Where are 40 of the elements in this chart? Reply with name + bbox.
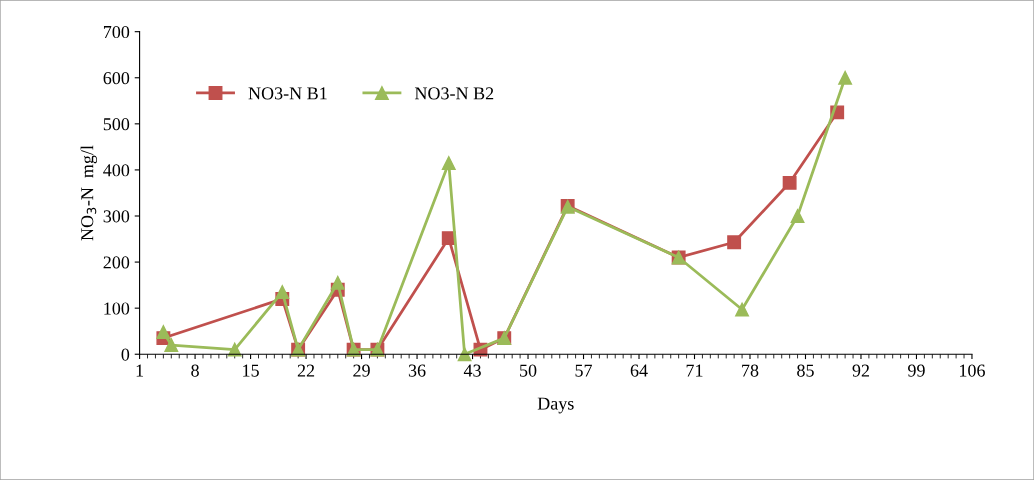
y-tick-label: 600 <box>103 72 130 85</box>
y-tick-label: 400 <box>103 164 130 177</box>
point <box>330 275 345 290</box>
point <box>790 209 805 223</box>
point <box>441 156 456 170</box>
y-axis-title: NO$_{3}$-N mg/l <box>80 145 98 241</box>
x-tick-label: 50 <box>520 364 537 377</box>
x-tick-label: 15 <box>243 364 259 377</box>
point <box>782 175 797 190</box>
x-tick-label: 43 <box>463 364 481 377</box>
y-tick-label: 300 <box>103 210 130 223</box>
x-axis-title: Days <box>537 397 574 414</box>
y-tick-label: 100 <box>104 302 130 315</box>
point <box>164 338 179 352</box>
y-tick-label: 0 <box>121 348 130 361</box>
x-tick-label: 22 <box>297 364 315 377</box>
x-tick-label: 71 <box>686 364 703 377</box>
point <box>275 285 290 299</box>
legend-label: NO3-N B2 <box>414 87 494 100</box>
x-tick-label: 106 <box>960 364 985 377</box>
x-tick-label: 99 <box>908 364 925 377</box>
point <box>727 235 742 250</box>
x-tick-label: 64 <box>630 364 648 377</box>
x-tick-label: 78 <box>742 364 759 377</box>
x-tick-label: 1 <box>136 364 144 377</box>
x-tick-label: 57 <box>575 364 593 377</box>
y-tick-label: 700 <box>103 25 130 39</box>
point <box>156 325 171 340</box>
point <box>735 302 750 317</box>
point <box>457 347 472 362</box>
y-tick-label: 500 <box>103 118 130 131</box>
x-tick-label: 92 <box>852 364 870 377</box>
legend-label: NO3-N B1 <box>248 87 327 100</box>
x-tick-label: 29 <box>353 364 370 377</box>
x-tick-label: 8 <box>191 364 199 377</box>
x-tick-label: 85 <box>797 364 814 377</box>
x-tick-label: 36 <box>408 364 426 377</box>
point <box>838 70 853 85</box>
point <box>227 342 242 357</box>
y-tick-label: 200 <box>103 256 130 269</box>
